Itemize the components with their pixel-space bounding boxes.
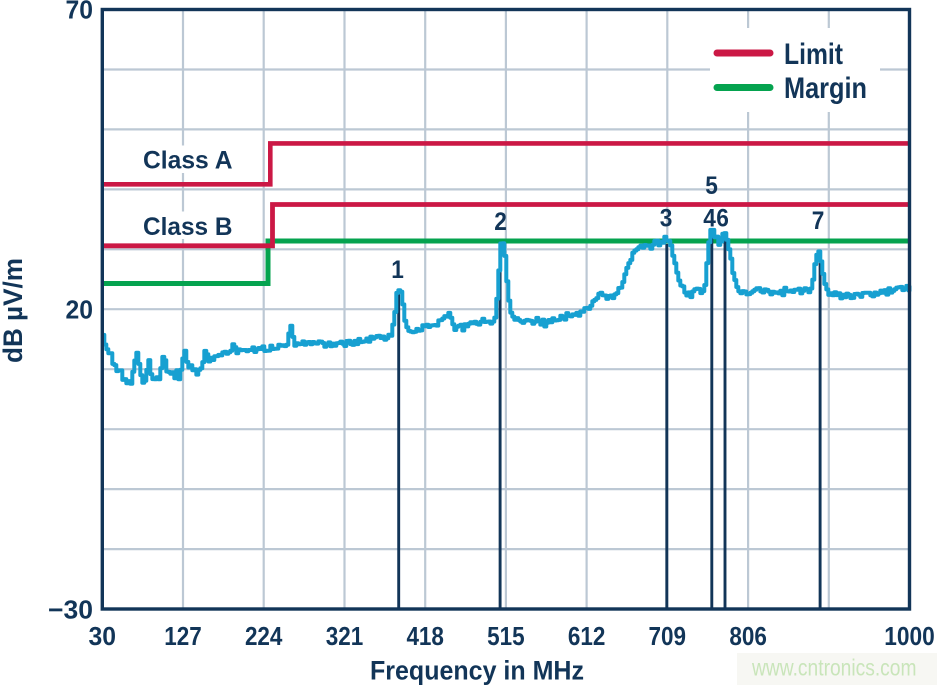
svg-text:127: 127	[164, 621, 202, 651]
svg-text:709: 709	[649, 621, 687, 651]
svg-text:Frequency in MHz: Frequency in MHz	[370, 656, 584, 685]
svg-text:Limit: Limit	[784, 38, 843, 71]
svg-text:Class B: Class B	[143, 213, 233, 241]
svg-text:6: 6	[716, 205, 729, 233]
svg-text:www.cntronics.com: www.cntronics.com	[751, 654, 916, 680]
svg-text:7: 7	[812, 207, 825, 235]
svg-text:Class A: Class A	[143, 147, 233, 175]
svg-text:30: 30	[89, 621, 117, 651]
svg-text:dB µV/m: dB µV/m	[0, 258, 28, 363]
svg-text:20: 20	[66, 295, 94, 325]
svg-text:−30: −30	[48, 594, 93, 624]
svg-text:612: 612	[568, 621, 606, 651]
svg-text:3: 3	[660, 205, 673, 233]
svg-text:515: 515	[487, 621, 525, 651]
svg-text:5: 5	[705, 172, 718, 200]
svg-text:1000: 1000	[884, 621, 935, 651]
svg-text:418: 418	[406, 621, 444, 651]
svg-text:1: 1	[391, 256, 404, 284]
svg-text:Margin: Margin	[784, 72, 867, 105]
svg-text:806: 806	[729, 621, 767, 651]
svg-text:4: 4	[703, 205, 716, 233]
svg-text:321: 321	[326, 621, 364, 651]
svg-text:2: 2	[494, 208, 507, 236]
svg-text:70: 70	[66, 0, 94, 25]
svg-text:224: 224	[245, 621, 283, 651]
